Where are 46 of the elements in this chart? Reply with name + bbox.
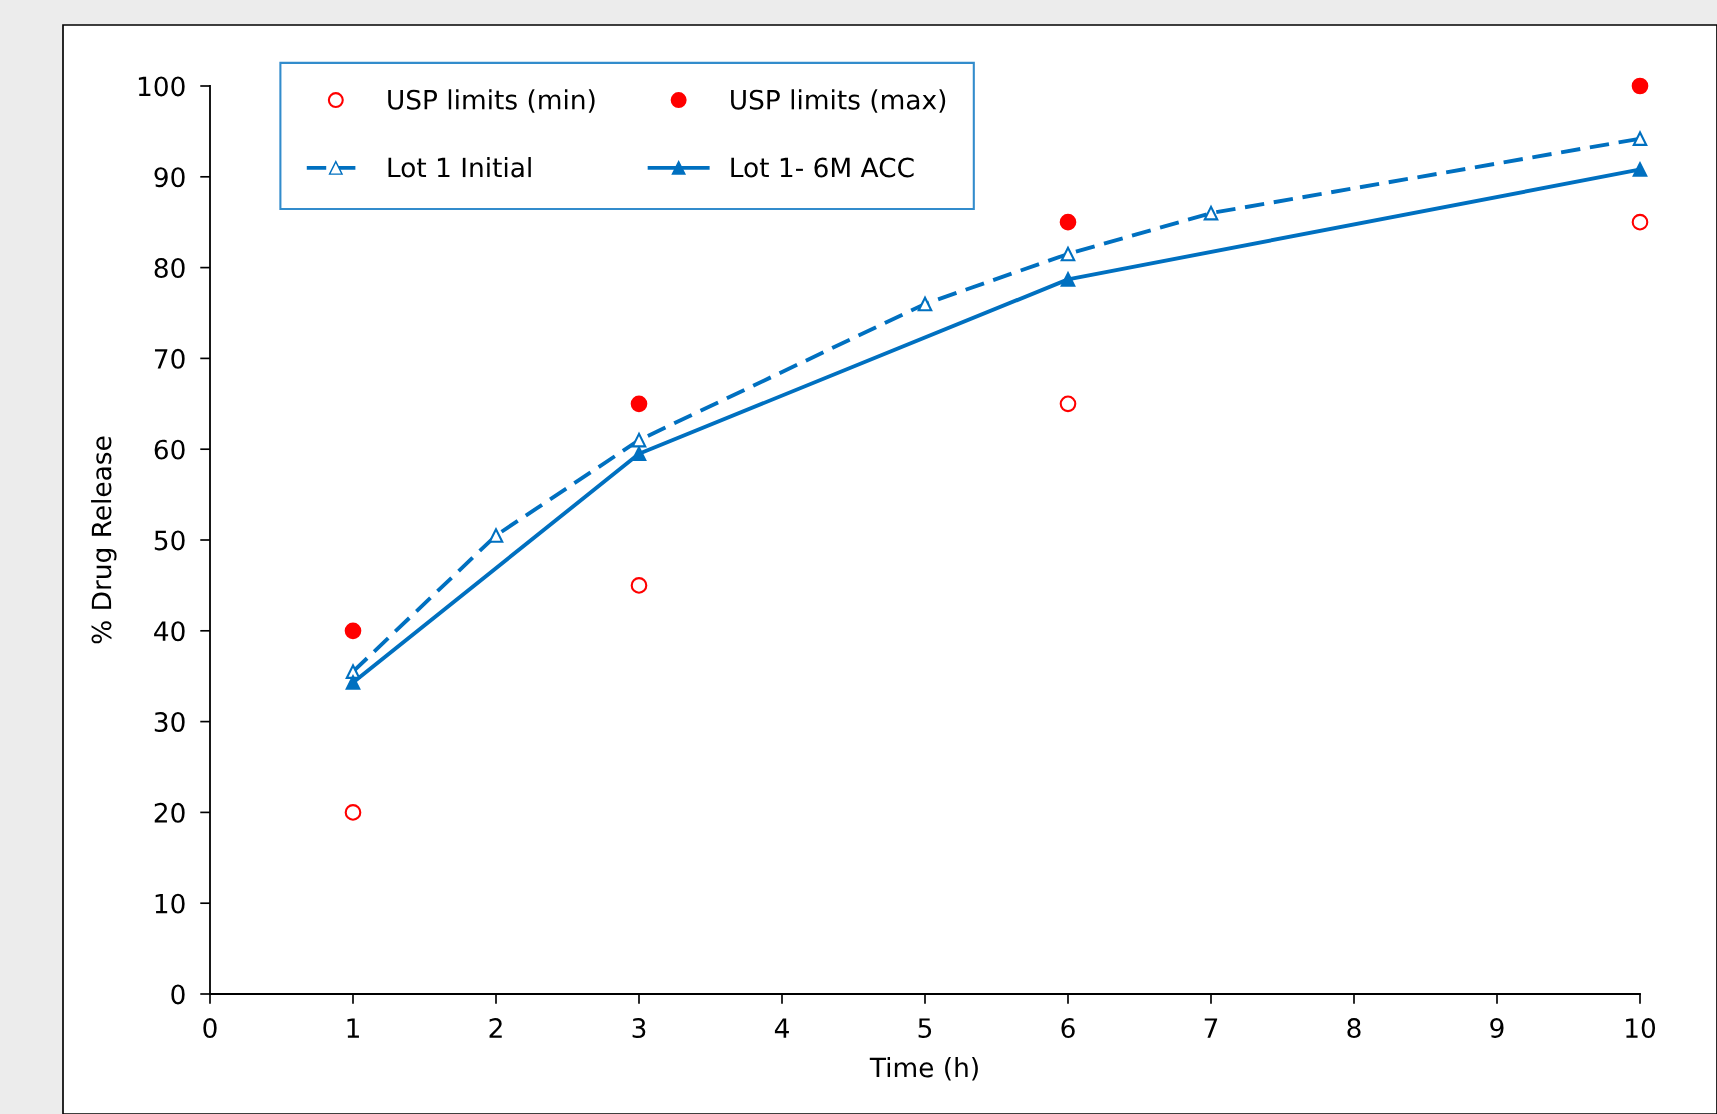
x-tick-label: 4 bbox=[774, 1018, 789, 1038]
point bbox=[1060, 246, 1076, 262]
y-axis-title: % Drug Release bbox=[91, 436, 117, 644]
point bbox=[344, 804, 362, 821]
y-tick-label: 50 bbox=[154, 530, 185, 551]
point bbox=[1632, 131, 1648, 146]
y-tick-label: 80 bbox=[154, 258, 185, 278]
legend-label: USP limits (min) bbox=[388, 89, 595, 113]
point bbox=[631, 432, 647, 448]
y-tick-label: 0 bbox=[171, 984, 185, 1005]
x-tick-label: 7 bbox=[1204, 1018, 1218, 1038]
x-tick-label: 5 bbox=[918, 1018, 932, 1039]
point bbox=[1059, 213, 1077, 231]
x-tick-label: 6 bbox=[1061, 1018, 1075, 1039]
legend-label: Lot 1- 6M ACC bbox=[731, 157, 914, 178]
y-tick-label: 40 bbox=[154, 621, 185, 642]
point bbox=[1060, 272, 1076, 287]
y-tick-label: 20 bbox=[154, 802, 185, 823]
legend-label: USP limits (max) bbox=[731, 89, 946, 113]
point bbox=[1059, 395, 1077, 413]
point bbox=[1203, 205, 1219, 221]
y-tick-label: 90 bbox=[154, 167, 185, 188]
x-tick-label: 2 bbox=[489, 1018, 502, 1038]
y-tick-label: 60 bbox=[154, 439, 185, 460]
point bbox=[631, 446, 647, 462]
x-axis-title: Time (h) bbox=[869, 1057, 978, 1081]
point bbox=[630, 395, 648, 413]
x-tick-label: 3 bbox=[632, 1018, 646, 1039]
x-tick-label: 8 bbox=[1347, 1018, 1361, 1039]
y-tick-label: 100 bbox=[138, 76, 185, 97]
legend-label: Lot 1 Initial bbox=[388, 157, 531, 178]
point bbox=[630, 577, 648, 594]
point bbox=[1631, 77, 1649, 95]
point bbox=[1632, 162, 1648, 177]
x-tick-label: 9 bbox=[1490, 1018, 1504, 1039]
y-tick-label: 30 bbox=[154, 712, 185, 732]
y-tick-label: 10 bbox=[155, 893, 185, 914]
y-tick-label: 70 bbox=[154, 348, 185, 369]
x-tick-label: 0 bbox=[203, 1018, 217, 1039]
point bbox=[1631, 213, 1649, 231]
point bbox=[345, 675, 361, 690]
x-tick-label: 1 bbox=[347, 1018, 359, 1038]
point bbox=[917, 296, 933, 312]
x-tick-label: 10 bbox=[1626, 1018, 1656, 1039]
point bbox=[344, 622, 362, 640]
point bbox=[488, 528, 504, 543]
